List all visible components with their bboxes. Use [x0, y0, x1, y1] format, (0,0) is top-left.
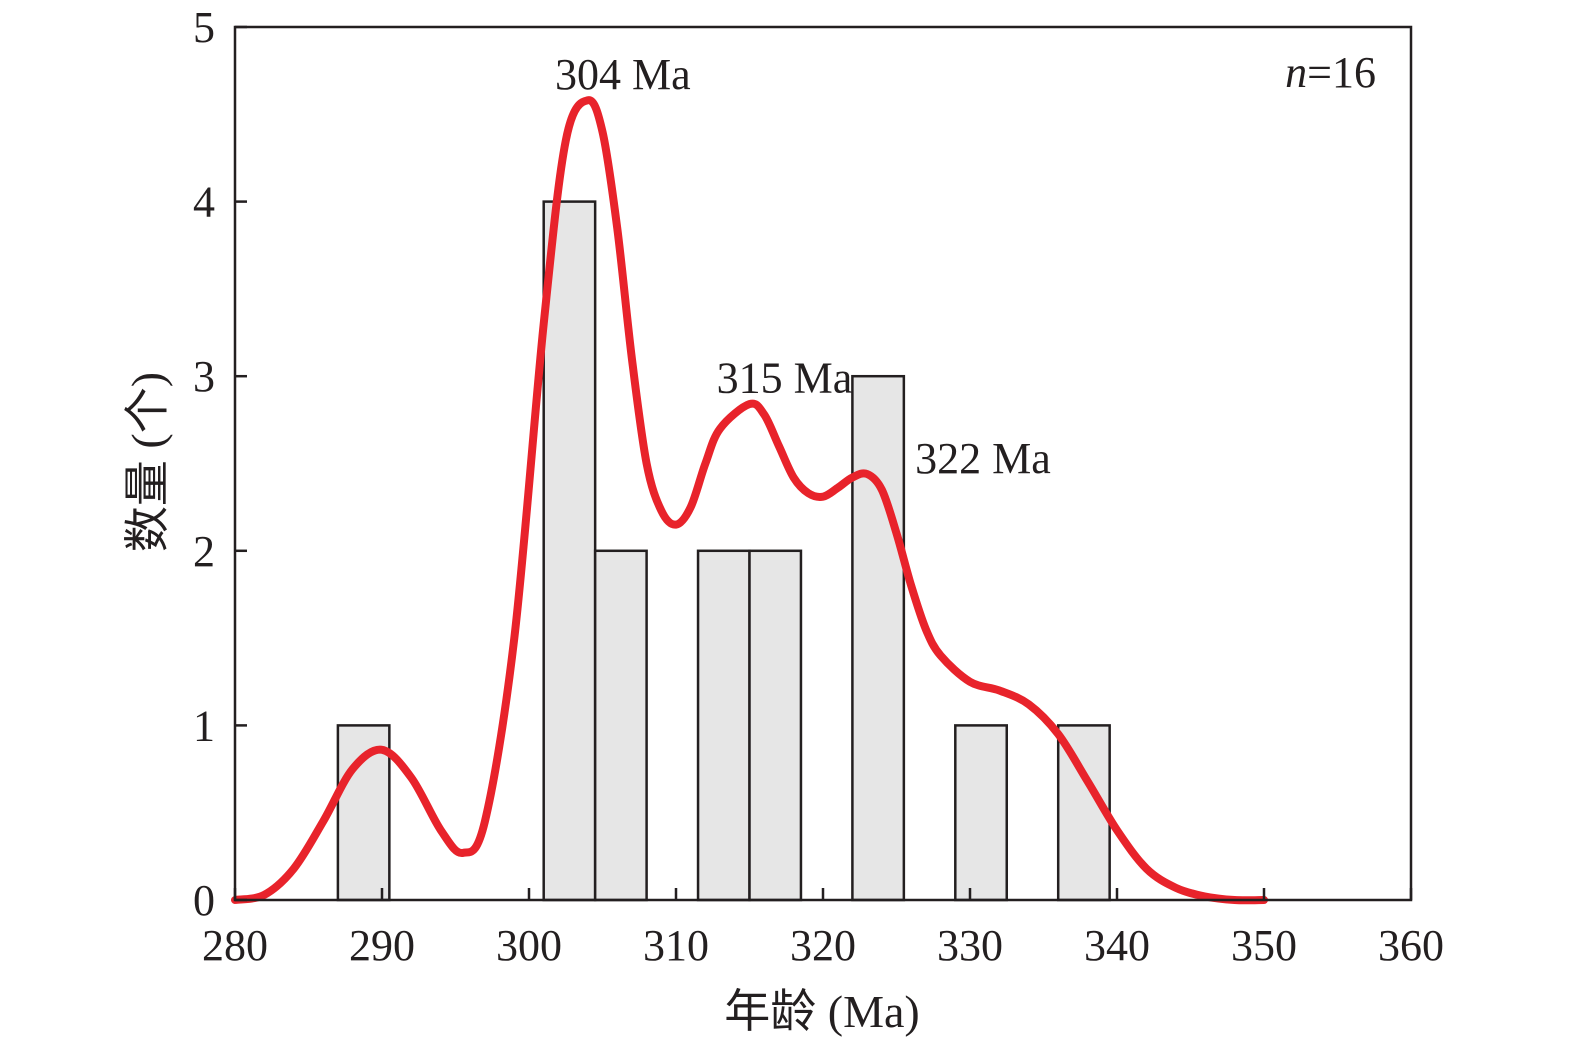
histogram-bar-4	[748, 549, 803, 902]
tick-labels: 280 290 300 310 320 330 340 350 360 0 1 2 3 4 5	[193, 3, 1444, 970]
axis-ticks	[233, 25, 1413, 902]
x-tick-label: 350	[1231, 921, 1297, 970]
density-curve-layer	[231, 96, 1268, 905]
bars-layer	[336, 200, 1111, 902]
y-tick-label: 0	[193, 876, 215, 925]
peak-label: 304 Ma	[555, 50, 691, 99]
histogram-bar-6	[954, 724, 1008, 902]
sample-size-italic: n	[1285, 48, 1307, 97]
x-tick-label: 290	[349, 921, 415, 970]
x-tick-label: 280	[202, 921, 268, 970]
y-axis-title: 数量 (个)	[122, 372, 173, 552]
plot-border	[233, 25, 1413, 902]
histogram-bar-7	[1056, 724, 1111, 902]
histogram-bar-5	[851, 374, 906, 902]
x-tick-label: 320	[790, 921, 856, 970]
x-tick-label: 310	[643, 921, 709, 970]
sample-size-value: =16	[1307, 48, 1376, 97]
x-tick-label: 330	[937, 921, 1003, 970]
y-tick-label: 1	[193, 701, 215, 750]
peak-label: 322 Ma	[915, 434, 1051, 483]
y-tick-label: 5	[193, 3, 215, 52]
plot-frame	[233, 25, 1413, 902]
x-tick-label: 360	[1378, 921, 1444, 970]
histogram-bar-3	[696, 549, 751, 902]
y-tick-label: 4	[193, 178, 215, 227]
x-tick-label: 340	[1084, 921, 1150, 970]
density-curve	[231, 96, 1268, 905]
x-tick-label: 300	[496, 921, 562, 970]
sample-size-label: n=16	[1285, 48, 1376, 97]
histogram-bar-1	[542, 200, 597, 902]
y-tick-label: 3	[193, 352, 215, 401]
peak-annotations: 304 Ma 315 Ma 322 Ma	[555, 50, 1051, 483]
peak-label: 315 Ma	[717, 354, 853, 403]
y-tick-label: 2	[193, 527, 215, 576]
x-axis-title: 年龄 (Ma)	[724, 986, 919, 1037]
histogram-bar-2	[593, 549, 648, 902]
